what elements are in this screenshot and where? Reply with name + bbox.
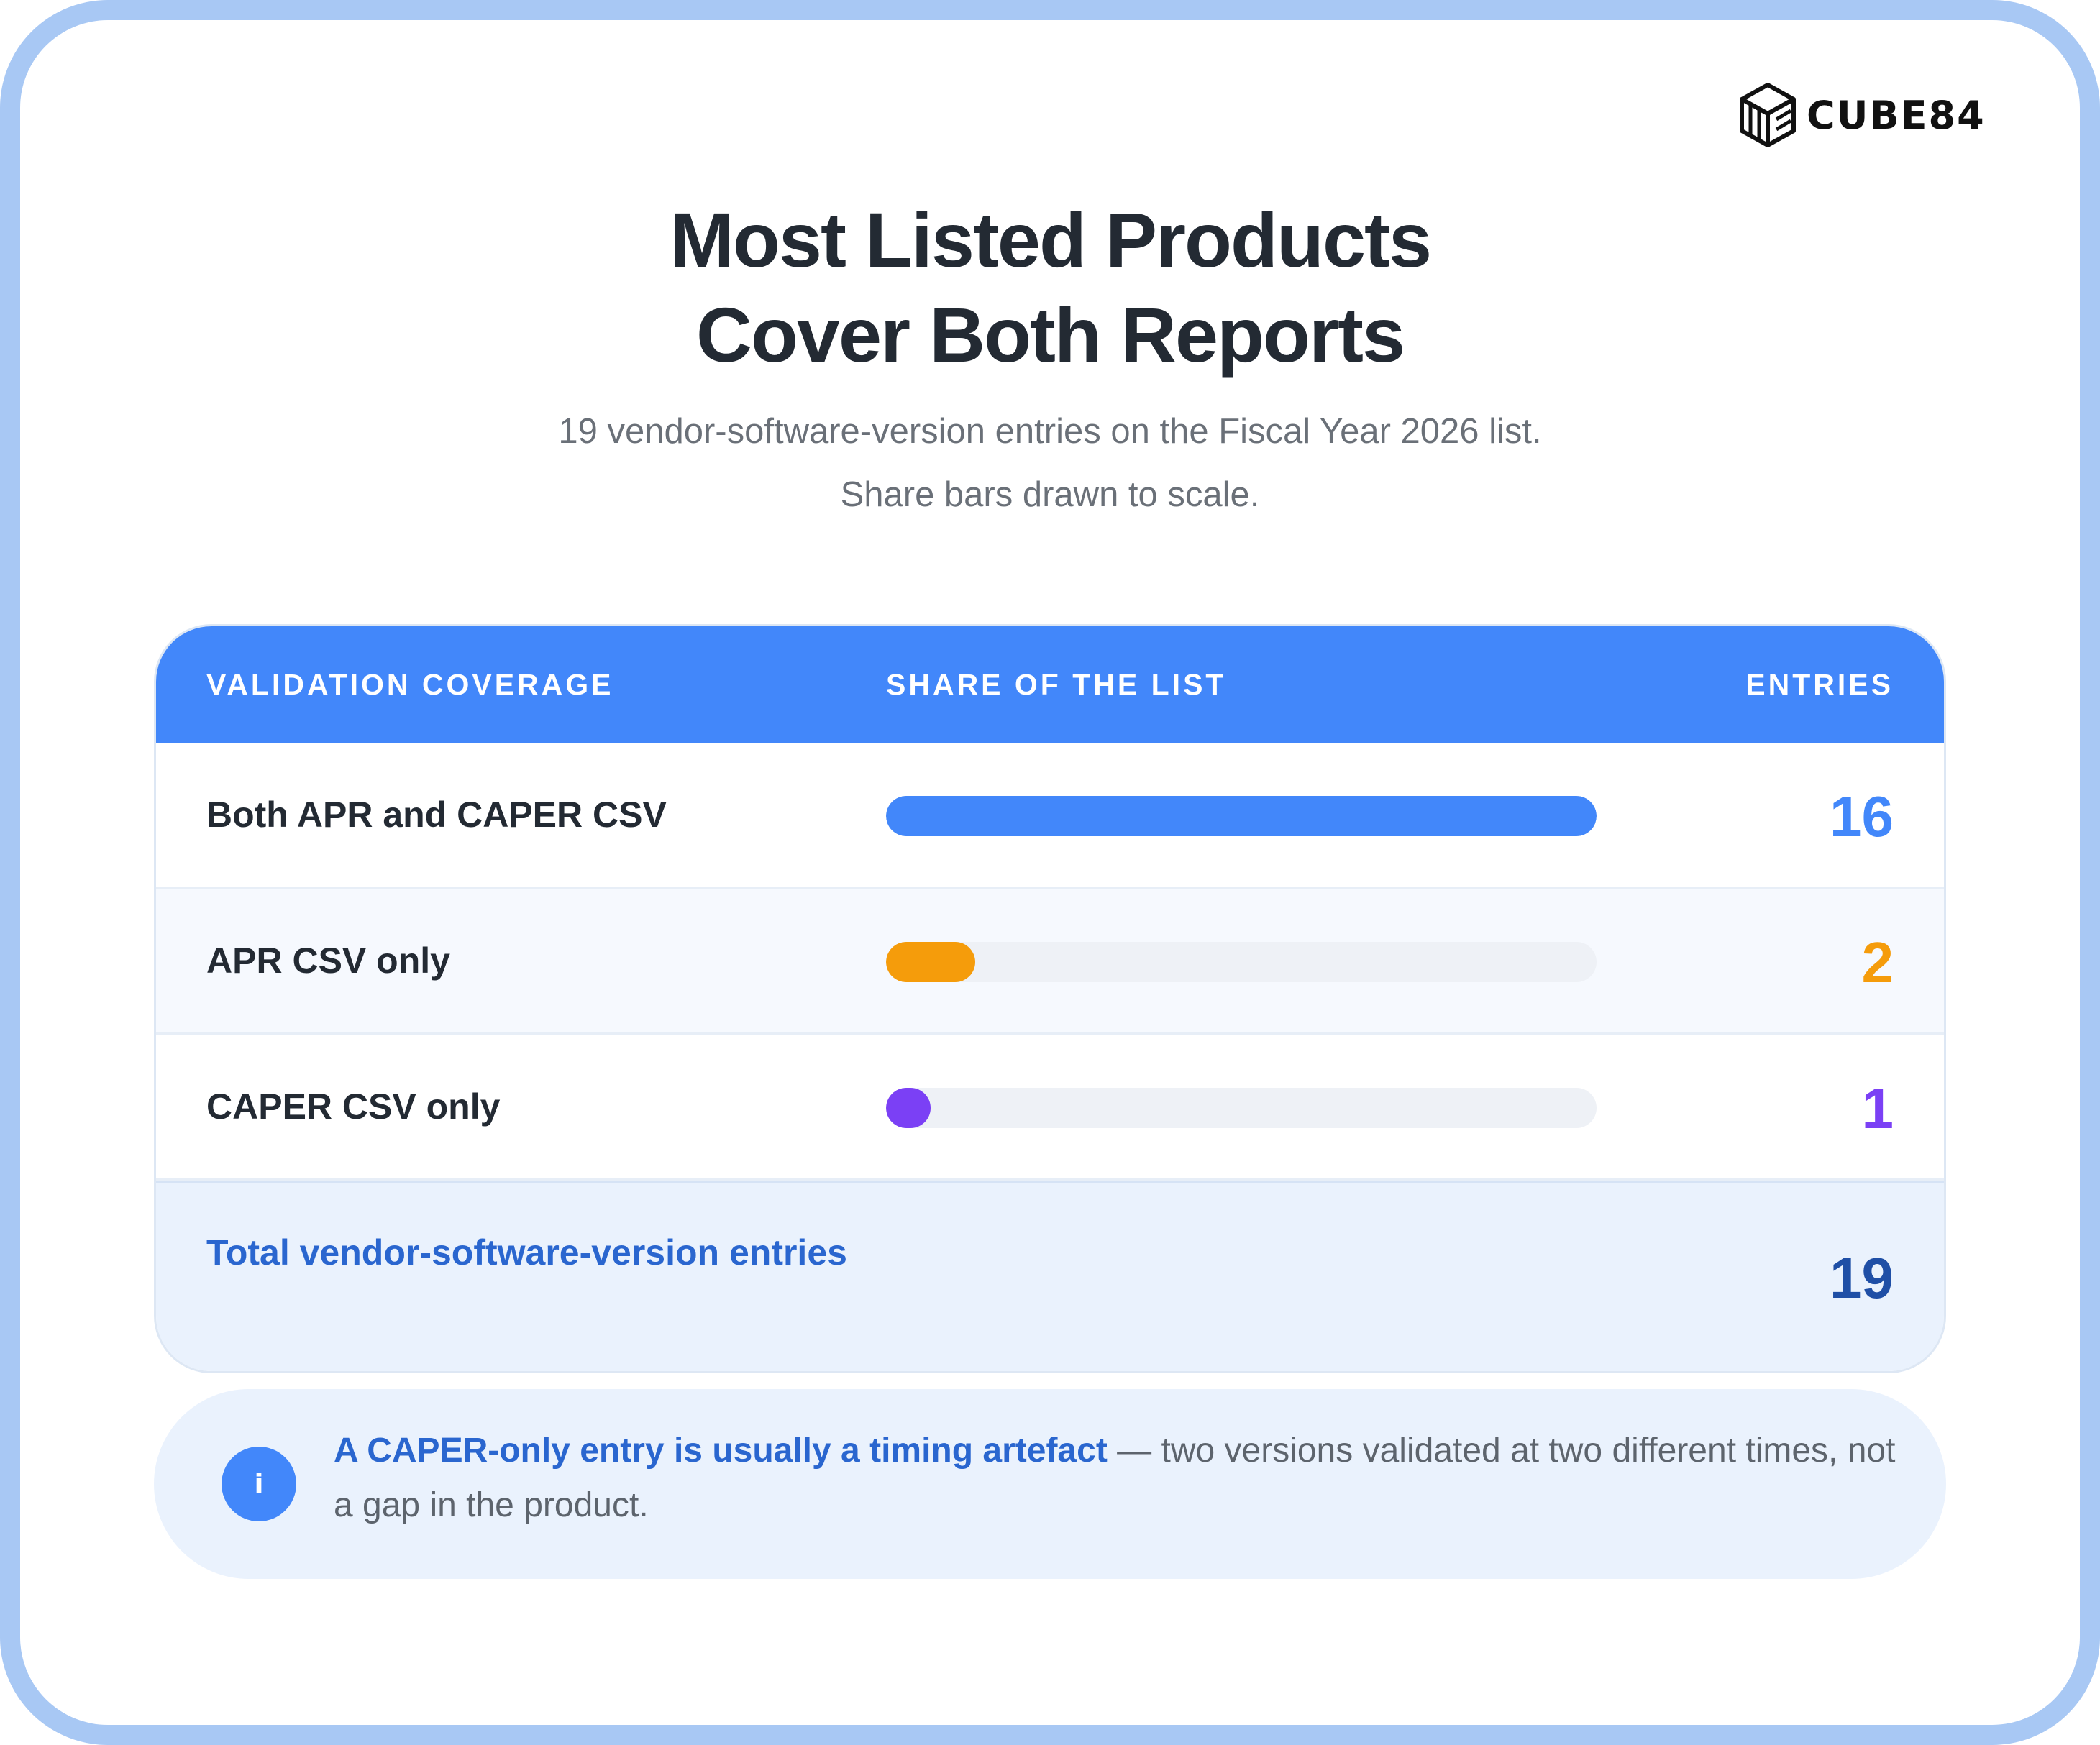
title-line-1: Most Listed Products xyxy=(669,196,1432,283)
column-header-coverage: VALIDATION COVERAGE xyxy=(206,668,614,701)
row-value: 16 xyxy=(1830,784,1894,848)
row-label: CAPER CSV only xyxy=(206,1086,501,1127)
note-rest: — two versions validated at two differen… xyxy=(334,1432,1896,1524)
info-note: i A CAPER-only entry is usually a timing… xyxy=(154,1389,1946,1579)
share-bar xyxy=(886,796,1597,836)
table-header: VALIDATION COVERAGE SHARE OF THE LIST EN… xyxy=(156,626,1944,743)
share-bar-track xyxy=(886,796,1597,836)
subtitle-line-1: 19 vendor-software-version entries on th… xyxy=(558,412,1542,451)
logo-wordmark: CUBE84 xyxy=(1807,92,1986,138)
table-row: APR CSV only 2 xyxy=(156,889,1944,1035)
share-bar-track xyxy=(886,942,1597,982)
note-text: A CAPER-only entry is usually a timing a… xyxy=(334,1424,1902,1533)
total-label: Total vendor-software-version entries xyxy=(206,1232,847,1273)
subtitle: 19 vendor-software-version entries on th… xyxy=(0,400,2100,526)
note-highlight: A CAPER-only entry is usually a timing a… xyxy=(334,1432,1108,1470)
cube-icon xyxy=(1740,83,1796,147)
column-header-entries: ENTRIES xyxy=(1745,668,1894,701)
row-value: 1 xyxy=(1861,1076,1894,1140)
total-value: 19 xyxy=(1830,1246,1894,1310)
subtitle-line-2: Share bars drawn to scale. xyxy=(840,475,1260,514)
table-row: CAPER CSV only 1 xyxy=(156,1035,1944,1181)
title-line-2: Cover Both Reports xyxy=(695,291,1405,378)
column-header-share: SHARE OF THE LIST xyxy=(886,668,1227,701)
coverage-table: VALIDATION COVERAGE SHARE OF THE LIST EN… xyxy=(154,624,1946,1373)
brand-logo: CUBE84 xyxy=(1739,82,1986,148)
page-title: Most Listed Products Cover Both Reports xyxy=(0,193,2100,383)
table-row: Both APR and CAPER CSV 16 xyxy=(156,743,1944,889)
info-icon: i xyxy=(222,1447,296,1521)
share-bar-track xyxy=(886,1088,1597,1128)
row-value: 2 xyxy=(1861,930,1894,994)
row-label: Both APR and CAPER CSV xyxy=(206,794,667,835)
share-bar xyxy=(886,1088,931,1128)
total-row: Total vendor-software-version entries 19 xyxy=(156,1181,1944,1371)
share-bar xyxy=(886,942,975,982)
row-label: APR CSV only xyxy=(206,940,450,981)
